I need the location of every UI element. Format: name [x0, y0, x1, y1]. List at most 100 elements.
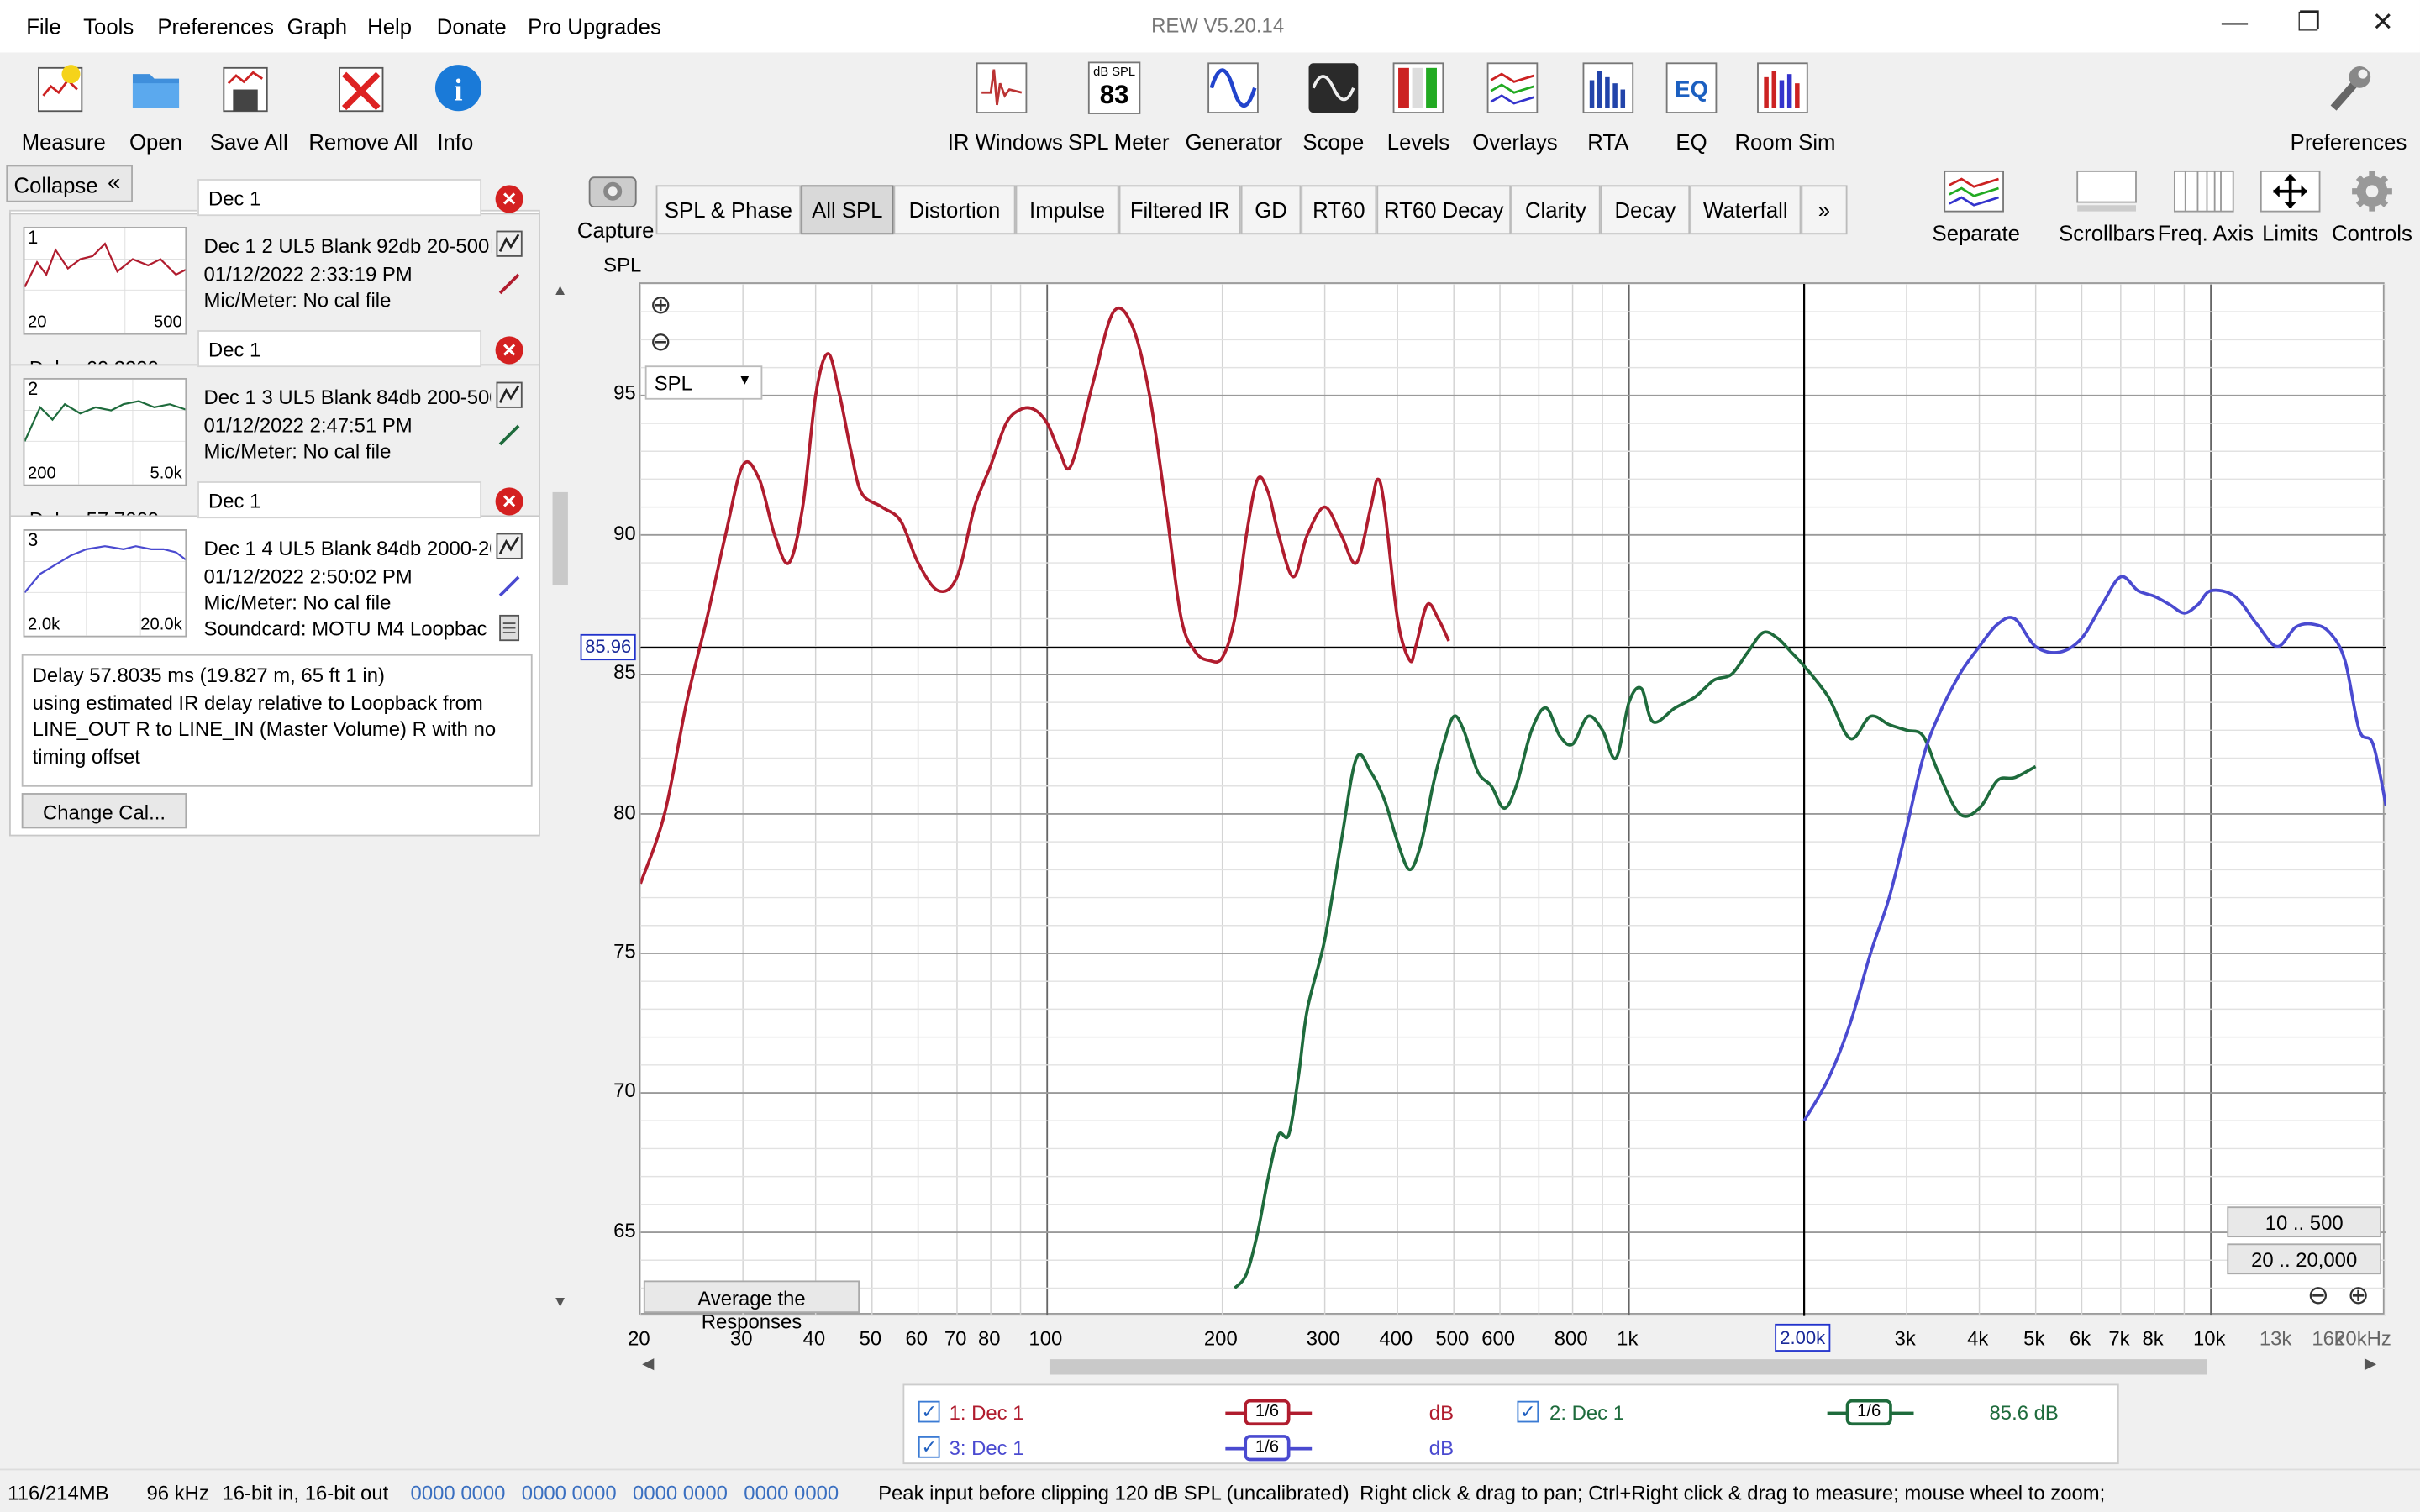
- tab-impulse[interactable]: Impulse: [1015, 185, 1119, 235]
- close-icon[interactable]: ✕: [2371, 8, 2394, 38]
- x-tick-label: 4k: [1967, 1326, 1989, 1351]
- thumbnail-max: 20.0k: [140, 615, 182, 634]
- menu-preferences[interactable]: Preferences: [157, 13, 274, 39]
- spl-chart-svg[interactable]: [639, 283, 2388, 1317]
- zoom-out-icon[interactable]: ⊖: [650, 327, 672, 357]
- x-tick-label: 100: [1028, 1326, 1063, 1351]
- info-button[interactable]: i Info: [432, 61, 482, 160]
- measurement-title: Dec 1 3 UL5 Blank 84db 200-500: [203, 386, 492, 409]
- trace-1-smoothing[interactable]: 1/6: [1225, 1399, 1313, 1426]
- ir-windows-button[interactable]: IR Windows: [948, 61, 1063, 160]
- zoom-in-icon[interactable]: ⊕: [650, 290, 672, 320]
- tab-clarity[interactable]: Clarity: [1511, 185, 1601, 235]
- average-responses-button[interactable]: Average the Responses: [643, 1280, 860, 1333]
- trace-color-icon[interactable]: [496, 421, 523, 449]
- measurement-mic: Mic/Meter: No cal file: [203, 439, 392, 464]
- notes-icon[interactable]: [496, 614, 523, 642]
- trace-2-checkbox[interactable]: ✓: [1517, 1400, 1539, 1423]
- range-10-500-button[interactable]: 10 .. 500: [2227, 1206, 2382, 1238]
- sidebar-scroll-thumb[interactable]: [552, 491, 568, 585]
- generator-button[interactable]: Generator: [1186, 61, 1282, 160]
- scroll-left-icon[interactable]: ◀: [642, 1356, 655, 1373]
- controls-button[interactable]: Controls: [2330, 170, 2413, 247]
- separate-button[interactable]: Separate: [1933, 170, 2020, 247]
- remove-measurement-icon[interactable]: ✕: [495, 487, 523, 516]
- tab-decay[interactable]: Decay: [1600, 185, 1691, 235]
- open-button[interactable]: Open: [124, 61, 188, 160]
- remove-all-button[interactable]: Remove All: [308, 61, 418, 160]
- menu-pro-upgrades[interactable]: Pro Upgrades: [528, 13, 661, 39]
- minimize-icon[interactable]: —: [2221, 8, 2249, 38]
- limits-button[interactable]: Limits: [2256, 170, 2324, 247]
- tab-waterfall[interactable]: Waterfall: [1690, 185, 1802, 235]
- tab-distortion[interactable]: Distortion: [893, 185, 1016, 235]
- spl-graph[interactable]: ⊕ ⊖ SPL ▼ 10 .. 500 20 .. 20,000 ⊖ ⊕ Ave…: [639, 282, 2388, 1333]
- generator-icon: [1207, 62, 1259, 113]
- measurement-card-3[interactable]: 3 2.0k 20.0k Dec 1 4 UL5 Blank 84db 2000…: [9, 515, 540, 837]
- status-memory: 116/214MB: [8, 1481, 109, 1504]
- tab-gd[interactable]: GD: [1240, 185, 1302, 235]
- room-sim-icon: [1757, 62, 1808, 113]
- tab-more[interactable]: »: [1801, 185, 1848, 235]
- measurement-name-field[interactable]: Dec 1: [197, 179, 482, 217]
- rta-button[interactable]: RTA: [1581, 61, 1636, 160]
- measurement-name-field[interactable]: Dec 1: [197, 330, 482, 368]
- restore-icon[interactable]: ❐: [2296, 8, 2321, 38]
- save-icon: [223, 66, 268, 113]
- scope-label: Scope: [1302, 129, 1365, 155]
- room-sim-button[interactable]: Room Sim: [1734, 61, 1835, 160]
- eq-button[interactable]: EQ EQ: [1664, 61, 1719, 160]
- chart-settings-icon[interactable]: [496, 533, 523, 560]
- tab-filtered-ir[interactable]: Filtered IR: [1118, 185, 1241, 235]
- trace-2-smoothing[interactable]: 1/6: [1827, 1399, 1914, 1426]
- remove-measurement-icon[interactable]: ✕: [495, 185, 523, 213]
- graph-horizontal-scrollbar[interactable]: ◀ ▶: [639, 1355, 2384, 1379]
- tab-rt60-decay[interactable]: RT60 Decay: [1376, 185, 1512, 235]
- trace-color-icon[interactable]: [496, 270, 523, 297]
- remove-measurement-icon[interactable]: ✕: [495, 336, 523, 365]
- measurement-name-field[interactable]: Dec 1: [197, 481, 482, 519]
- series-line-1: [639, 306, 1450, 885]
- menu-donate[interactable]: Donate: [436, 13, 507, 39]
- y-tick-label: 85: [613, 660, 636, 684]
- measurement-date: 01/12/2022 2:47:51 PM: [203, 413, 413, 437]
- tab-rt60[interactable]: RT60: [1301, 185, 1377, 235]
- scroll-up-icon[interactable]: ▲: [552, 282, 568, 300]
- trace-color-icon[interactable]: [496, 572, 523, 600]
- range-20-20000-button[interactable]: 20 .. 20,000: [2227, 1243, 2382, 1275]
- trace-1-checkbox[interactable]: ✓: [918, 1400, 940, 1423]
- graph-scroll-thumb[interactable]: [1049, 1359, 2207, 1375]
- menu-file[interactable]: File: [26, 13, 61, 39]
- trace-3-smoothing[interactable]: 1/6: [1225, 1435, 1313, 1462]
- zoom-in-icon[interactable]: ⊕: [2347, 1280, 2370, 1310]
- menu-graph[interactable]: Graph: [287, 13, 348, 39]
- spl-meter-icon: dB SPL 83: [1087, 61, 1141, 114]
- tab-spl-phase[interactable]: SPL & Phase: [655, 185, 802, 235]
- preferences-button[interactable]: Preferences: [2291, 61, 2407, 160]
- scope-button[interactable]: Scope: [1302, 61, 1364, 160]
- measurement-title: Dec 1 4 UL5 Blank 84db 2000-20: [203, 537, 492, 560]
- levels-button[interactable]: Levels: [1386, 61, 1450, 160]
- chart-settings-icon[interactable]: [496, 381, 523, 409]
- tab-all-spl[interactable]: All SPL: [801, 185, 894, 235]
- y-axis-title: SPL: [603, 253, 642, 276]
- scroll-down-icon[interactable]: ▼: [552, 1294, 568, 1312]
- trace-3-checkbox[interactable]: ✓: [918, 1436, 940, 1458]
- capture-button[interactable]: Capture: [577, 170, 654, 244]
- y-axis-select[interactable]: SPL ▼: [644, 365, 763, 400]
- scroll-right-icon[interactable]: ▶: [2364, 1356, 2376, 1373]
- menu-tools[interactable]: Tools: [83, 13, 134, 39]
- overlays-button[interactable]: Overlays: [1472, 61, 1558, 160]
- collapse-button[interactable]: Collapse «: [6, 165, 133, 202]
- spl-meter-button[interactable]: dB SPL 83 SPL Meter: [1068, 61, 1170, 160]
- measure-button[interactable]: Measure: [22, 61, 106, 160]
- scrollbars-button[interactable]: Scrollbars: [2059, 170, 2154, 247]
- save-all-button[interactable]: Save All: [210, 61, 288, 160]
- sidebar-scrollbar[interactable]: ▲ ▼: [550, 282, 571, 1313]
- menu-help[interactable]: Help: [367, 13, 413, 39]
- freq-axis-button[interactable]: Freq. Axis: [2158, 170, 2254, 247]
- chart-settings-icon[interactable]: [496, 230, 523, 258]
- zoom-out-icon[interactable]: ⊖: [2307, 1280, 2330, 1310]
- cursor-spl-readout: 85.96: [580, 633, 636, 660]
- change-cal-button[interactable]: Change Cal...: [21, 793, 187, 829]
